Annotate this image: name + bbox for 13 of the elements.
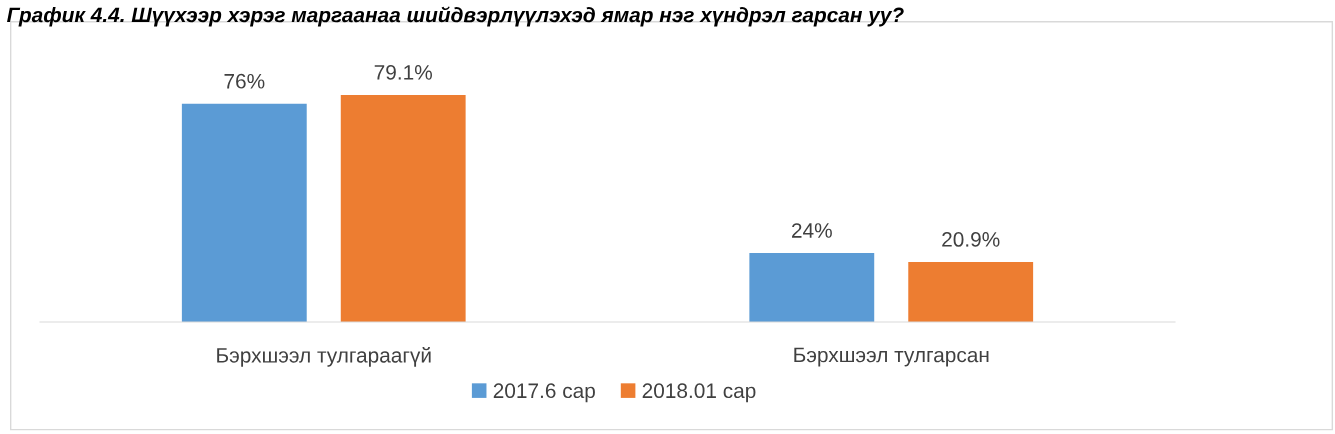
data-label: 76% <box>224 73 265 89</box>
data-label: 20.9% <box>942 232 1000 247</box>
x-tick-label: Бэрхшээл тулгараагүй <box>217 347 431 367</box>
bar <box>749 253 875 322</box>
bar <box>181 103 307 322</box>
chart-title: График 4.4. Шүүхээр хэрэг маргаанаа шийдвэрлүүлэхэд ямар нэг хүндрэл гарсан уу? <box>7 6 904 27</box>
legend-label: 2017.6 сар <box>493 383 595 403</box>
data-label: 24% <box>792 223 832 238</box>
bar <box>908 262 1034 322</box>
data-label: 79.1% <box>374 64 432 80</box>
legend-label: 2018.01 сар <box>642 383 756 403</box>
x-tick-label: Бэрхшээл тулгарсан <box>794 347 989 367</box>
bar <box>340 94 466 322</box>
